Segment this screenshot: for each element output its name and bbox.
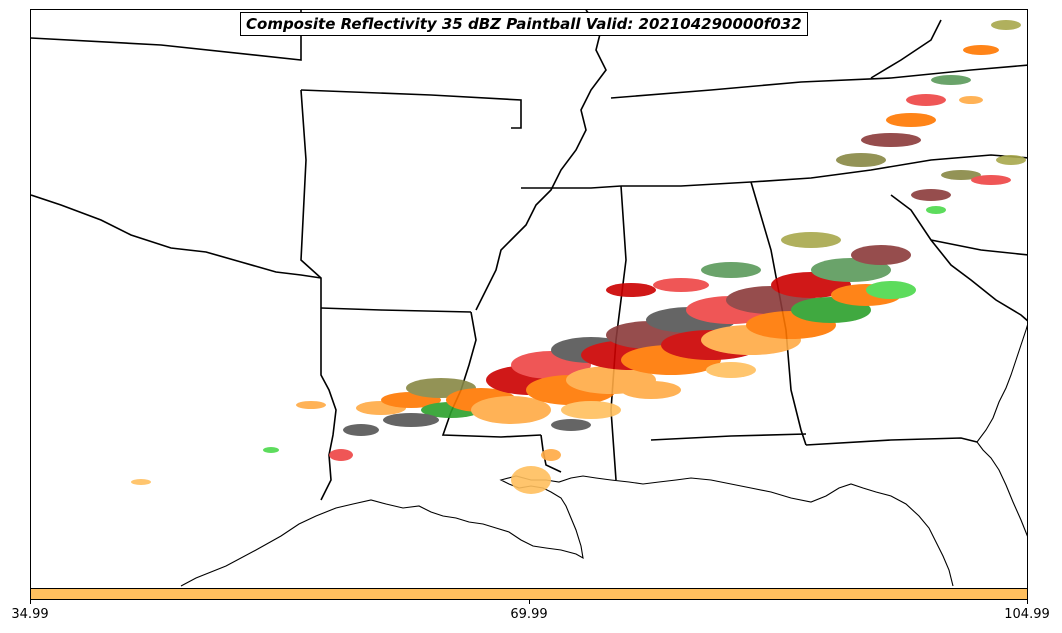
gulf-coastline	[180, 475, 954, 587]
map-frame	[30, 9, 1028, 589]
reflectivity-paintball	[131, 20, 1026, 494]
state-borders	[31, 10, 1027, 501]
colorbar-tick-label: 34.99	[11, 607, 49, 622]
colorbar-tick-label: 69.99	[510, 607, 548, 622]
colorbar-tick	[1027, 600, 1028, 604]
florida-east-coast	[976, 324, 1027, 537]
colorbar-tick	[30, 600, 31, 604]
colorbar-tick	[529, 600, 530, 604]
colorbar-tick-label: 104.99	[1004, 607, 1050, 622]
map-title: Composite Reflectivity 35 dBZ Paintball …	[240, 12, 808, 36]
map-canvas	[31, 10, 1027, 587]
colorbar	[30, 588, 1028, 600]
